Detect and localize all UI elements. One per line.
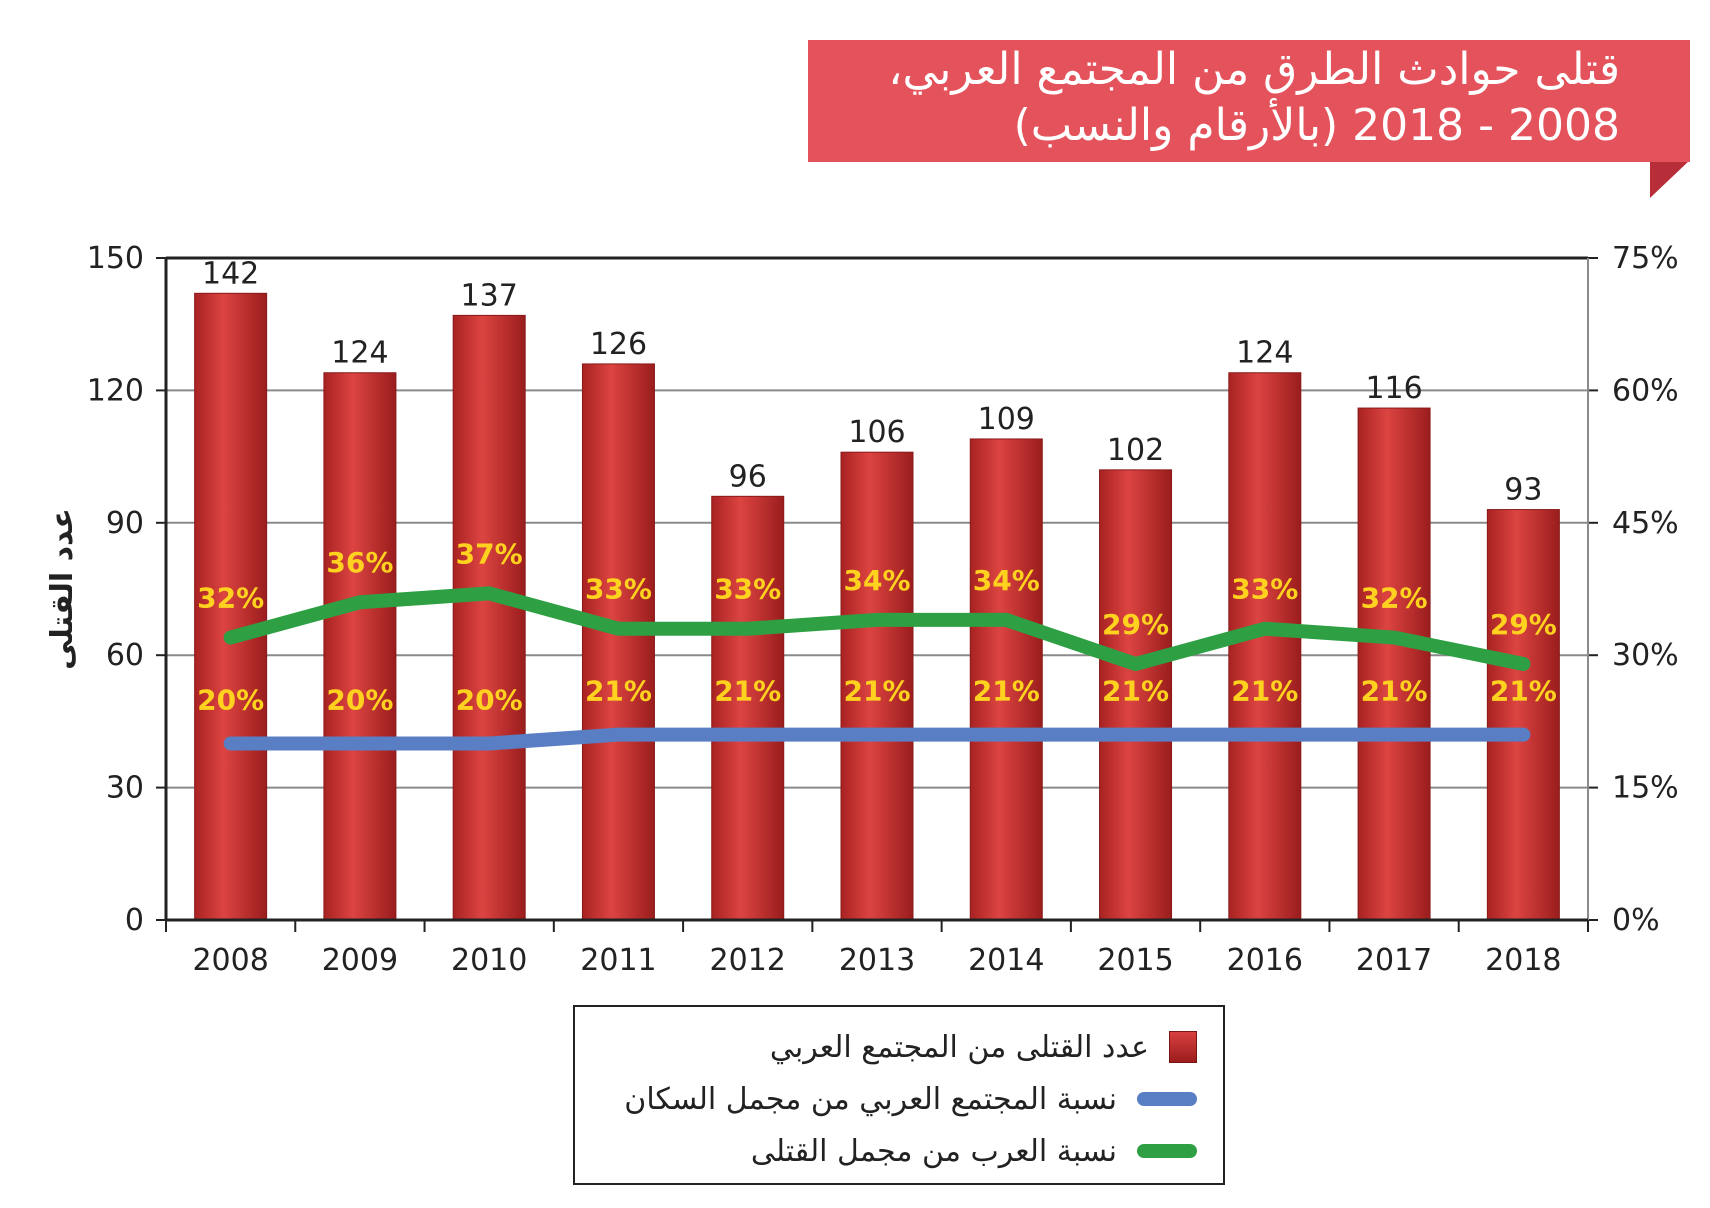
legend-item-killed-share: نسبة العرب من مجمل القتلى <box>751 1127 1197 1175</box>
bar-value-label: 124 <box>331 336 388 371</box>
y2-tick-label: 75% <box>1612 241 1679 276</box>
population-share-label: 21% <box>585 675 652 708</box>
y-axis-title: عدد القتلى <box>45 508 80 670</box>
bar-value-label: 116 <box>1365 371 1422 406</box>
title-banner-shape <box>808 40 1690 162</box>
bar-value-label: 142 <box>202 256 259 291</box>
bar-value-label: 96 <box>729 459 767 494</box>
chart-title-line2: 2008 - 2018 (بالأرقام والنسب) <box>1013 100 1620 151</box>
killed-share-line <box>223 586 1531 672</box>
x-tick-label: 2011 <box>580 943 656 978</box>
population-share-label: 21% <box>1490 675 1557 708</box>
legend-bar-swatch <box>1169 1031 1197 1063</box>
legend-label-population-share: نسبة المجتمع العربي من مجمل السكان <box>624 1081 1117 1117</box>
population-share-line <box>223 727 1531 751</box>
killed-share-label: 32% <box>1361 582 1428 615</box>
population-share-label: 21% <box>843 675 910 708</box>
population-share-label: 20% <box>456 683 523 716</box>
y2-tick-label: 0% <box>1612 903 1660 938</box>
axes: 0 0% 30 15% 60 30% 90 45% 120 60% 150 75% عدد القتلى… <box>45 241 1679 978</box>
bar-value-label: 126 <box>590 327 647 362</box>
bar <box>1099 469 1173 921</box>
killed-share-label: 29% <box>1102 608 1169 641</box>
x-tick-label: 2018 <box>1485 943 1561 978</box>
killed-share-label: 34% <box>973 564 1040 597</box>
killed-share-label: 37% <box>456 537 523 570</box>
x-tick-label: 2012 <box>710 943 786 978</box>
bar-value-label: 109 <box>978 402 1035 437</box>
y2-tick-label: 45% <box>1612 506 1679 541</box>
bar <box>1228 372 1302 921</box>
legend-item-killed-count: عدد القتلى من المجتمع العربي <box>770 1023 1197 1071</box>
bar-value-label: 137 <box>461 278 518 313</box>
data-labels: 142 124 137 126 96 106 109 102 124 116 93 20% 20% 20%… <box>197 256 1557 716</box>
bar <box>1486 509 1560 921</box>
x-tick-label: 2017 <box>1356 943 1432 978</box>
population-share-label: 21% <box>714 675 781 708</box>
bar <box>194 292 268 921</box>
chart-title: قتلى حوادث الطرق من المجتمع العربي، 2008… <box>800 42 1620 154</box>
bar <box>711 495 785 921</box>
y-tick-label: 90 <box>106 506 144 541</box>
population-share-label: 20% <box>197 683 264 716</box>
bar <box>840 451 914 921</box>
killed-share-label: 33% <box>585 573 652 606</box>
bar <box>323 372 397 921</box>
killed-share-label: 33% <box>714 573 781 606</box>
y2-tick-label: 30% <box>1612 638 1679 673</box>
killed-share-label: 36% <box>326 546 393 579</box>
bar-value-label: 124 <box>1236 336 1293 371</box>
bar <box>1357 407 1431 921</box>
chart-plot: 0 0% 30 15% 60 30% 90 45% 120 60% 150 75% عدد القتلى… <box>45 241 1679 978</box>
x-tick-label: 2010 <box>451 943 527 978</box>
bar <box>969 438 1043 921</box>
bar-value-label: 93 <box>1504 473 1542 508</box>
bar <box>452 314 526 921</box>
killed-share-label: 34% <box>843 564 910 597</box>
population-share-label: 21% <box>1361 675 1428 708</box>
legend-label-killed-share: نسبة العرب من مجمل القتلى <box>750 1133 1117 1169</box>
title-banner-fold <box>1650 160 1690 198</box>
population-share-label: 21% <box>1102 675 1169 708</box>
y2-tick-label: 15% <box>1612 771 1679 806</box>
chart-title-line1: قتلى حوادث الطرق من المجتمع العربي، <box>888 44 1620 95</box>
y-tick-label: 30 <box>106 771 144 806</box>
x-tick-label: 2015 <box>1097 943 1173 978</box>
legend-green-line-swatch <box>1137 1144 1197 1158</box>
x-tick-label: 2013 <box>839 943 915 978</box>
killed-share-label: 29% <box>1490 608 1557 641</box>
x-tick-label: 2014 <box>968 943 1044 978</box>
population-share-label: 20% <box>326 683 393 716</box>
y-tick-label: 150 <box>87 241 144 276</box>
legend: عدد القتلى من المجتمع العربي نسبة المجتم… <box>573 1005 1225 1185</box>
legend-blue-line-swatch <box>1137 1092 1197 1106</box>
x-tick-label: 2009 <box>322 943 398 978</box>
bar-series <box>194 292 1560 921</box>
y-tick-label: 0 <box>125 903 144 938</box>
x-tick-label: 2016 <box>1227 943 1303 978</box>
bar-value-label: 106 <box>848 415 905 450</box>
killed-share-label: 32% <box>197 582 264 615</box>
legend-label-killed-count: عدد القتلى من المجتمع العربي <box>769 1029 1149 1065</box>
y-tick-label: 120 <box>87 373 144 408</box>
title-banner <box>808 40 1690 198</box>
bar-value-label: 102 <box>1107 433 1164 468</box>
y-tick-label: 60 <box>106 638 144 673</box>
y2-tick-label: 60% <box>1612 373 1679 408</box>
legend-item-population-share: نسبة المجتمع العربي من مجمل السكان <box>624 1075 1197 1123</box>
x-tick-label: 2008 <box>192 943 268 978</box>
line-series <box>223 586 1531 751</box>
population-share-label: 21% <box>1231 675 1298 708</box>
bar <box>581 363 655 921</box>
population-share-label: 21% <box>973 675 1040 708</box>
killed-share-label: 33% <box>1231 573 1298 606</box>
